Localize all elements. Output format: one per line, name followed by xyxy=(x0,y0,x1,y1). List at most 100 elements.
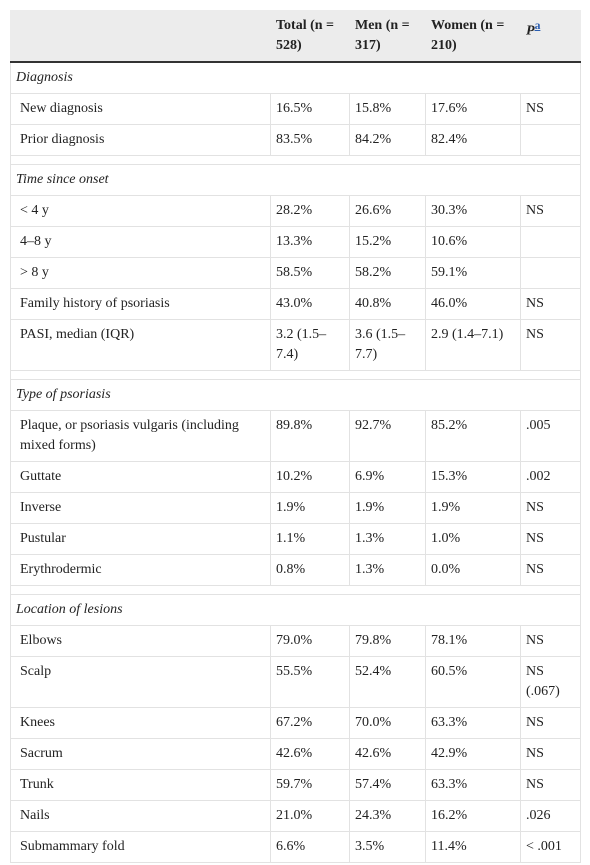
cell: .002 xyxy=(520,461,581,493)
data-row: Nails 21.0% 24.3% 16.2% .026 xyxy=(10,800,581,832)
row-label: Guttate xyxy=(10,461,271,493)
cell: 58.5% xyxy=(270,257,350,289)
spacer-row xyxy=(10,155,581,165)
cell: 10.6% xyxy=(425,226,521,258)
row-label: 4–8 y xyxy=(10,226,271,258)
row-label: Prior diagnosis xyxy=(10,124,271,156)
cell: 6.9% xyxy=(349,461,426,493)
cell: 15.8% xyxy=(349,93,426,125)
row-label: New diagnosis xyxy=(10,93,271,125)
cell: 59.1% xyxy=(425,257,521,289)
cell: NS xyxy=(520,319,581,371)
cell: NS xyxy=(520,769,581,801)
cell: 79.8% xyxy=(349,625,426,657)
cell: NS xyxy=(520,554,581,586)
section-row: Diagnosis xyxy=(10,61,581,94)
spacer-row xyxy=(10,370,581,380)
cell: 67.2% xyxy=(270,707,350,739)
cell: NS xyxy=(520,492,581,524)
cell: NS xyxy=(520,625,581,657)
row-label: Nails xyxy=(10,800,271,832)
cell: 46.0% xyxy=(425,288,521,320)
cell: 13.3% xyxy=(270,226,350,258)
data-row: PASI, median (IQR) 3.2 (1.5–7.4) 3.6 (1.5–… xyxy=(10,319,581,371)
cell: .026 xyxy=(520,800,581,832)
spacer-cell xyxy=(10,155,581,165)
cell: 82.4% xyxy=(425,124,521,156)
cell: NS xyxy=(520,195,581,227)
row-label: Erythrodermic xyxy=(10,554,271,586)
cell: 60.5% xyxy=(425,656,521,708)
cell: 3.6 (1.5–7.7) xyxy=(349,319,426,371)
cell: 1.9% xyxy=(349,492,426,524)
cell: 42.6% xyxy=(270,738,350,770)
row-label: Sacrum xyxy=(10,738,271,770)
data-row: Guttate 10.2% 6.9% 15.3% .002 xyxy=(10,461,581,493)
data-row: Elbows 79.0% 79.8% 78.1% NS xyxy=(10,625,581,657)
cell: 10.2% xyxy=(270,461,350,493)
cell: 40.8% xyxy=(349,288,426,320)
cell: NS xyxy=(520,93,581,125)
data-row: < 4 y 28.2% 26.6% 30.3% NS xyxy=(10,195,581,227)
cell: 58.2% xyxy=(349,257,426,289)
cell: 1.9% xyxy=(270,492,350,524)
cell: 0.8% xyxy=(270,554,350,586)
cell: NS xyxy=(520,523,581,555)
cell: 92.7% xyxy=(349,410,426,462)
cell: 3.2 (1.5–7.4) xyxy=(270,319,350,371)
cell xyxy=(520,257,581,289)
row-label: Knees xyxy=(10,707,271,739)
cell: 17.6% xyxy=(425,93,521,125)
footnote-link[interactable]: a xyxy=(534,19,541,32)
cell: 57.4% xyxy=(349,769,426,801)
section-row: Location of lesions xyxy=(10,594,581,626)
header-cell xyxy=(10,10,271,63)
cell: 6.6% xyxy=(270,831,350,863)
data-row: Erythrodermic 0.8% 1.3% 0.0% NS xyxy=(10,554,581,586)
cell: 63.3% xyxy=(425,769,521,801)
header-cell: Women (n = 210) xyxy=(425,10,521,63)
cell: 1.9% xyxy=(425,492,521,524)
row-label: Scalp xyxy=(10,656,271,708)
cell: 83.5% xyxy=(270,124,350,156)
cell: NS xyxy=(520,707,581,739)
cell: NS (.067) xyxy=(520,656,581,708)
cell: 3.5% xyxy=(349,831,426,863)
cell: .005 xyxy=(520,410,581,462)
cell: 1.3% xyxy=(349,554,426,586)
cell: 15.3% xyxy=(425,461,521,493)
p-label: P xyxy=(526,23,535,39)
cell: 43.0% xyxy=(270,288,350,320)
data-row: Submammary fold 6.6% 3.5% 11.4% < .001 xyxy=(10,831,581,863)
cell: 89.8% xyxy=(270,410,350,462)
cell: 78.1% xyxy=(425,625,521,657)
cell: 21.0% xyxy=(270,800,350,832)
row-label: Elbows xyxy=(10,625,271,657)
row-label: > 8 y xyxy=(10,257,271,289)
data-row: Family history of psoriasis 43.0% 40.8% 46.… xyxy=(10,288,581,320)
cell: 1.0% xyxy=(425,523,521,555)
cell: 24.3% xyxy=(349,800,426,832)
cell: 16.5% xyxy=(270,93,350,125)
cell xyxy=(520,124,581,156)
cell: 55.5% xyxy=(270,656,350,708)
header-cell: Pa xyxy=(520,10,581,63)
header-row: Total (n = 528) Men (n = 317) Women (n =… xyxy=(10,10,581,63)
cell: 16.2% xyxy=(425,800,521,832)
cell: 2.9 (1.4–7.1) xyxy=(425,319,521,371)
cell: 79.0% xyxy=(270,625,350,657)
cell: 42.6% xyxy=(349,738,426,770)
cell: 26.6% xyxy=(349,195,426,227)
row-label: Family history of psoriasis xyxy=(10,288,271,320)
cell: 28.2% xyxy=(270,195,350,227)
cell: 85.2% xyxy=(425,410,521,462)
cell: 63.3% xyxy=(425,707,521,739)
data-row: Inverse 1.9% 1.9% 1.9% NS xyxy=(10,492,581,524)
section-row: Type of psoriasis xyxy=(10,379,581,411)
header-cell: Total (n = 528) xyxy=(270,10,350,63)
data-row: Prior diagnosis 83.5% 84.2% 82.4% xyxy=(10,124,581,156)
cell: 0.0% xyxy=(425,554,521,586)
cell: < .001 xyxy=(520,831,581,863)
spacer-cell xyxy=(10,370,581,380)
data-row: Plaque, or psoriasis vulgaris (including… xyxy=(10,410,581,462)
